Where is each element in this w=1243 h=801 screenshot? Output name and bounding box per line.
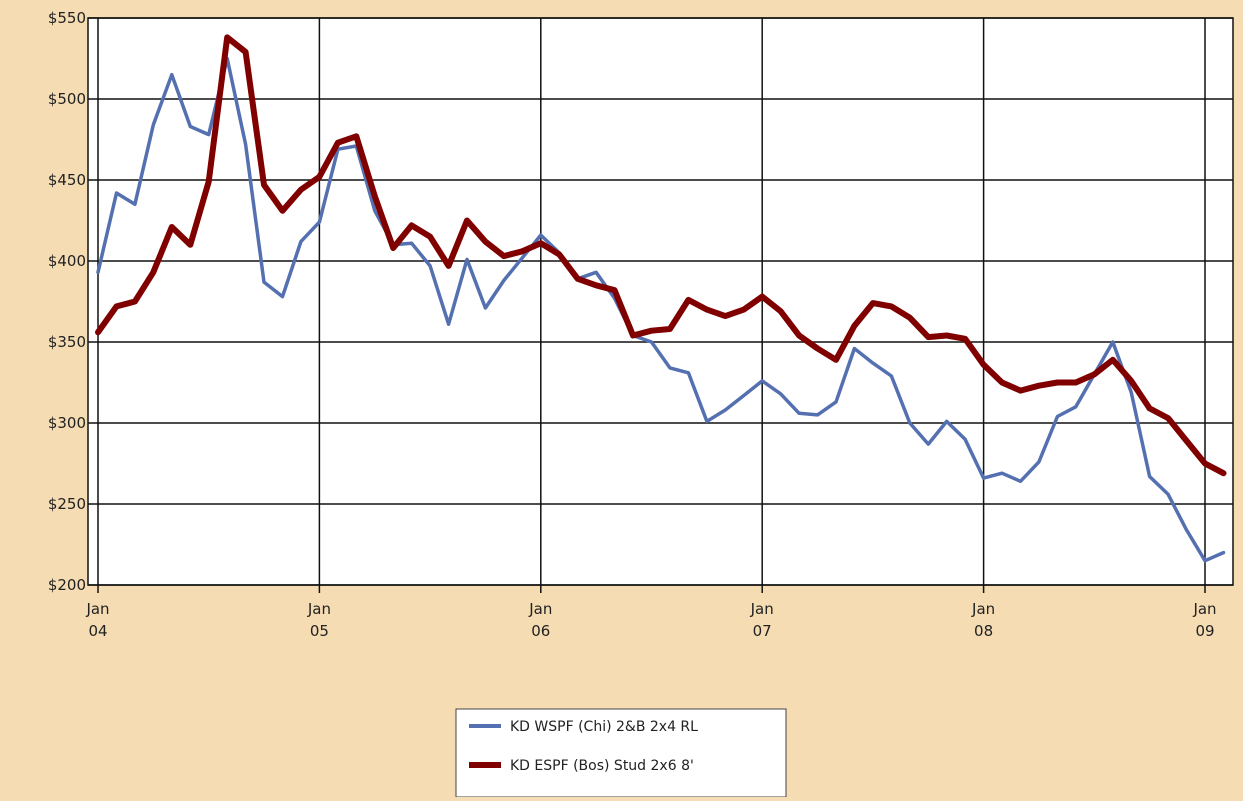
x-tick-label-year: 05	[310, 622, 329, 640]
y-tick-label: $400	[48, 252, 86, 270]
legend-label-2: KD ESPF (Bos) Stud 2x6 8'	[510, 758, 694, 774]
legend: KD WSPF (Chi) 2&B 2x4 RL KD ESPF (Bos) St…	[455, 708, 787, 798]
plot-border	[87, 17, 1234, 586]
x-tick-label-year: 04	[88, 622, 107, 640]
y-tick-label: $250	[48, 495, 86, 513]
axis-layer: $550 $500 $450 $400 $350 $300 $250 $200 Jan 04 Jan…	[48, 9, 1234, 640]
x-tick-label-year: 06	[531, 622, 550, 640]
x-tick-label-month: Jan	[528, 600, 552, 618]
y-tick-label: $500	[48, 90, 86, 108]
grid-layer	[88, 17, 1233, 586]
y-tick-label: $450	[48, 171, 86, 189]
series-line-2	[95, 34, 1227, 477]
legend-label-1: KD WSPF (Chi) 2&B 2x4 RL	[510, 719, 698, 735]
x-tick-label-year: 07	[753, 622, 772, 640]
y-tick-label: $200	[48, 576, 86, 594]
y-tick-label: $350	[48, 333, 86, 351]
y-tick-label: $300	[48, 414, 86, 432]
x-tick-label-month: Jan	[85, 600, 109, 618]
x-tick-label-year: 08	[974, 622, 993, 640]
y-tick-label: $550	[48, 9, 86, 27]
x-tick-label-month: Jan	[1192, 600, 1216, 618]
plot-area	[88, 18, 1233, 585]
series-line-1	[96, 56, 1226, 563]
x-tick-label-month: Jan	[971, 600, 995, 618]
x-tick-label-year: 09	[1195, 622, 1214, 640]
legend-box	[455, 708, 787, 798]
x-tick-label-month: Jan	[750, 600, 774, 618]
x-tick-label-month: Jan	[307, 600, 331, 618]
series-layer	[95, 34, 1227, 563]
